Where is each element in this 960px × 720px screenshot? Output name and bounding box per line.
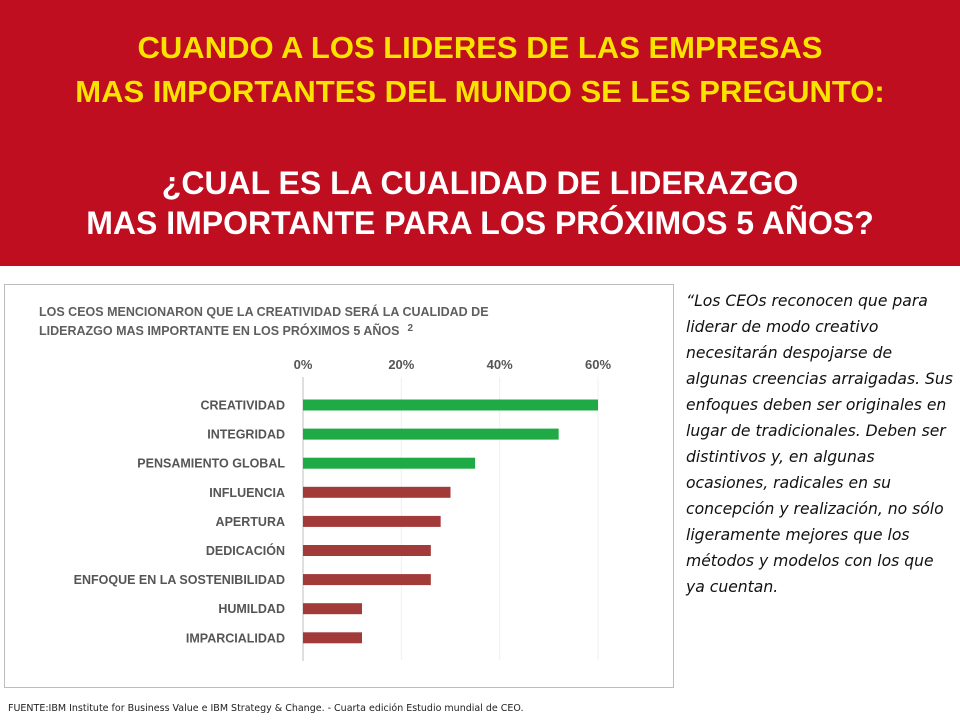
bar: [303, 574, 431, 586]
bar-chart: LOS CEOS MENCIONARON QUE LA CREATIVIDAD …: [39, 304, 611, 661]
ceo-quote: “Los CEOs reconocen que para liderar de …: [686, 292, 953, 596]
bar: [303, 457, 476, 469]
bar: [303, 603, 362, 615]
bar: [303, 399, 598, 411]
category-label: ENFOQUE EN LA SOSTENIBILIDAD: [74, 573, 285, 587]
category-label: INTEGRIDAD: [207, 428, 285, 442]
category-label: APERTURA: [216, 515, 285, 529]
chart-panel: LOS CEOS MENCIONARON QUE LA CREATIVIDAD …: [4, 284, 674, 688]
bar: [303, 632, 362, 644]
chart-title-line-2: LIDERAZGO MAS IMPORTANTE EN LOS PRÓXIMOS…: [39, 323, 413, 338]
headline-line-1: CUANDO A LOS LIDERES DE LAS EMPRESAS: [137, 30, 823, 65]
bar: [303, 486, 451, 498]
question-line-1: ¿CUAL ES LA CUALIDAD DE LIDERAZGO: [161, 165, 799, 201]
bar: [303, 428, 559, 440]
header-banner: CUANDO A LOS LIDERES DE LAS EMPRESAS MAS…: [0, 0, 960, 266]
category-label: IMPARCIALIDAD: [186, 631, 285, 645]
chart-title-superscript: 2: [407, 323, 413, 334]
category-label: DEDICACIÓN: [206, 543, 285, 558]
x-tick-label: 40%: [487, 357, 513, 372]
bar: [303, 545, 431, 556]
x-tick-label: 60%: [585, 357, 611, 372]
category-label: HUMILDAD: [218, 602, 285, 616]
chart-title-line-1: LOS CEOS MENCIONARON QUE LA CREATIVIDAD …: [39, 304, 489, 319]
headline-line-2: MAS IMPORTANTES DEL MUNDO SE LES PREGUNT…: [75, 74, 885, 109]
question-line-2: MAS IMPORTANTE PARA LOS PRÓXIMOS 5 AÑOS?: [86, 205, 874, 241]
category-label: CREATIVIDAD: [201, 399, 286, 413]
x-tick-label: 20%: [388, 357, 414, 372]
category-label: PENSAMIENTO GLOBAL: [137, 457, 285, 471]
x-tick-label: 0%: [294, 357, 313, 372]
category-label: INFLUENCIA: [209, 486, 285, 500]
bar: [303, 515, 441, 527]
source-footnote: FUENTE:IBM Institute for Business Value …: [8, 703, 524, 714]
